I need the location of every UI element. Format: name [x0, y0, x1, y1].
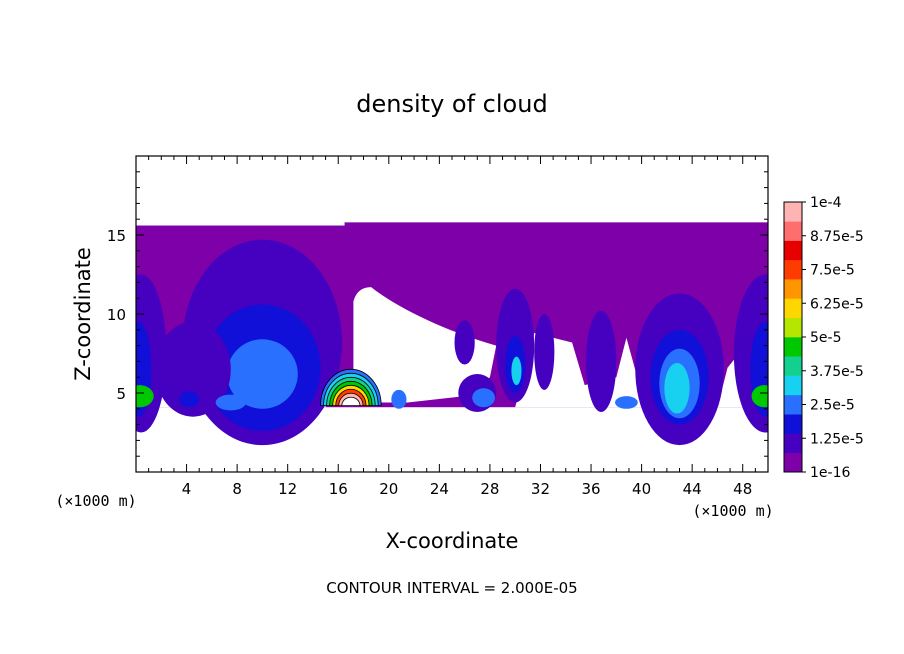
colorbar-label: 5e-5: [810, 330, 841, 346]
x-axis-ticks: 4 8 12 16 20 24 28 32 36 40 44 48: [148, 156, 756, 498]
cloud-cell-contour: [615, 396, 638, 409]
cloud-cell: [454, 320, 475, 365]
cloud-cell: [178, 391, 200, 408]
y-axis-label: Z-coordinate: [71, 247, 95, 381]
colorbar-swatch: [784, 452, 802, 473]
cloud-cell-contour: [391, 389, 407, 409]
x-tick-label: 4: [182, 480, 192, 498]
colorbar-swatch: [784, 394, 802, 415]
cloud-cell: [511, 356, 522, 386]
cloud-cell-contour: [154, 321, 231, 417]
cloud-cell: [472, 388, 495, 408]
x-tick-label: 16: [329, 480, 348, 498]
colorbar-label: 7.5e-5: [810, 263, 855, 279]
x-tick-label: 28: [480, 480, 499, 498]
contour-field: [136, 222, 768, 446]
chart-title: density of cloud: [356, 90, 547, 118]
cloud-cell: [751, 385, 768, 408]
x-tick-label: 32: [531, 480, 550, 498]
contour-interval-note: CONTOUR INTERVAL = 2.000E-05: [326, 579, 577, 597]
x-unit-right: (×1000 m): [692, 502, 773, 520]
colorbar-swatch: [784, 433, 802, 454]
colorbar-swatch: [784, 375, 802, 396]
y-tick-label: 15: [107, 227, 126, 245]
cloud-cell-contour: [664, 362, 690, 414]
cloud-cell-contour: [178, 391, 200, 408]
clear-air-region: [353, 287, 497, 403]
colorbar-label: 2.5e-5: [810, 398, 855, 414]
x-tick-label: 48: [733, 480, 752, 498]
cloud-cell-contour: [585, 310, 617, 412]
x-tick-label: 8: [232, 480, 242, 498]
colorbar-label: 1e-4: [810, 195, 842, 211]
x-tick-label: 40: [632, 480, 651, 498]
intense-cell-contour: [341, 396, 361, 407]
colorbar-swatch: [784, 259, 802, 280]
y-axis-ticks: 5 10 15: [107, 171, 768, 457]
cloud-cell-contour: [227, 339, 298, 409]
cloud-cell-contour: [472, 388, 495, 408]
x-tick-label: 20: [379, 480, 398, 498]
x-tick-label: 24: [430, 480, 449, 498]
colorbar-swatch: [784, 240, 802, 261]
intense-cloud-cell: [320, 368, 382, 407]
x-unit-left: (×1000 m): [55, 492, 136, 510]
colorbar-label: 3.75e-5: [810, 364, 864, 380]
cloud-cell-contour: [751, 385, 768, 408]
y-tick-label: 5: [116, 385, 126, 403]
cloud-cell: [391, 389, 407, 409]
colorbar: 1e-4 8.75e-5 7.5e-5 6.25e-5 5e-5 3.75e-5 2.5e-…: [783, 195, 864, 481]
colorbar-label: 8.75e-5: [810, 229, 864, 245]
cloud-cell: [215, 394, 246, 411]
cloud-cell: [615, 396, 638, 409]
colorbar-swatch: [784, 414, 802, 434]
cloud-cell: [136, 385, 154, 408]
x-tick-label: 12: [278, 480, 297, 498]
cloud-cell: [227, 339, 298, 409]
x-tick-label: 44: [683, 480, 702, 498]
cloud-cell: [664, 362, 690, 414]
colorbar-swatch: [784, 317, 802, 338]
colorbar-swatch: [784, 221, 802, 241]
colorbar-swatch: [784, 337, 802, 357]
cloud-cell: [154, 321, 231, 417]
colorbar-label: 1e-16: [810, 465, 850, 481]
y-tick-label: 10: [107, 306, 126, 324]
cloud-cell-contour: [511, 356, 522, 386]
cloud-cell-contour: [136, 385, 154, 408]
colorbar-label: 6.25e-5: [810, 296, 864, 312]
x-tick-label: 36: [581, 480, 600, 498]
cloud-cell: [585, 310, 617, 412]
colorbar-swatch: [784, 298, 802, 319]
colorbar-swatch: [784, 356, 802, 376]
colorbar-swatch: [784, 279, 802, 299]
cloud-cell: [534, 314, 555, 390]
x-axis-label: X-coordinate: [386, 529, 519, 553]
cloud-cell-contour: [215, 394, 246, 411]
cloud-top-layer: [344, 222, 768, 227]
cloud-cell-contour: [454, 320, 475, 365]
colorbar-swatch: [784, 202, 802, 222]
cloud-cell-contour: [534, 314, 555, 390]
colorbar-label: 1.25e-5: [810, 431, 864, 447]
